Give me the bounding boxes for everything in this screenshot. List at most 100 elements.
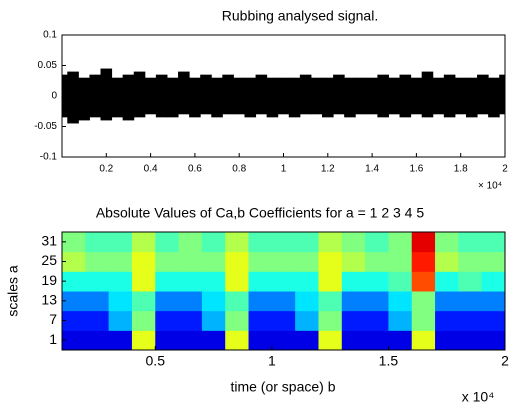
x-axis-label: time (or space) b xyxy=(230,379,335,395)
x-tick-label: 0.4 xyxy=(144,164,158,175)
heatmap-cell xyxy=(411,291,436,312)
heatmap-cell xyxy=(201,232,226,253)
x-tick-label: 1.6 xyxy=(409,164,423,175)
x-tick-label: 1.4 xyxy=(365,164,379,175)
heatmap-cell xyxy=(481,330,505,350)
heatmap-cell xyxy=(435,232,459,253)
y-tick-label: 0.1 xyxy=(43,30,57,41)
x-tick-label: 1 xyxy=(281,164,287,175)
heatmap-cell xyxy=(62,330,86,350)
signal-band xyxy=(499,74,505,115)
heatmap-cell xyxy=(458,310,483,331)
signal-band xyxy=(166,77,179,118)
heatmap-cell xyxy=(131,330,156,350)
x-tick-label: 0.2 xyxy=(99,164,113,175)
heatmap-cell xyxy=(271,291,296,312)
signal-band xyxy=(78,77,90,121)
signal-band xyxy=(122,74,135,121)
signal-band xyxy=(222,74,234,115)
heatmap-cell xyxy=(201,291,226,312)
x-exponent: × 10⁴ xyxy=(478,181,502,192)
heatmap-cell xyxy=(248,330,273,350)
heatmap-cell xyxy=(85,330,110,350)
signal-band xyxy=(477,74,489,115)
signal-band xyxy=(67,71,79,124)
chart-title: Rubbing analysed signal. xyxy=(222,8,378,24)
heatmap-cell xyxy=(365,310,389,331)
heatmap-cell xyxy=(411,232,436,253)
heatmap-cell xyxy=(295,330,319,350)
heatmap-cell xyxy=(365,251,389,272)
heatmap-cell xyxy=(295,271,319,292)
signal-band xyxy=(288,77,301,118)
y-tick-label: 19 xyxy=(41,272,57,288)
signal-band xyxy=(399,74,412,118)
heatmap-cell xyxy=(248,271,273,292)
y-tick-label: 0 xyxy=(51,91,57,102)
heatmap-cell xyxy=(62,291,86,312)
y-tick-label: 0.05 xyxy=(38,60,58,71)
heatmap-cell xyxy=(201,310,226,331)
heatmap-cell xyxy=(201,271,226,292)
heatmap-cell xyxy=(341,310,366,331)
heatmap-cell xyxy=(201,251,226,272)
axes-box xyxy=(61,231,506,351)
heatmap-cell xyxy=(388,330,413,350)
heatmap-cell xyxy=(318,310,343,331)
signal-plot xyxy=(62,68,505,124)
signal-band xyxy=(89,74,102,118)
signal-band xyxy=(155,74,168,118)
signal-band xyxy=(454,77,467,115)
signal-band xyxy=(410,77,423,115)
heatmap-cell xyxy=(388,232,413,253)
y-tick-label: 1 xyxy=(49,331,57,347)
heatmap-cell xyxy=(155,271,180,292)
heatmap-cell xyxy=(131,251,156,272)
heatmap-cell xyxy=(435,291,459,312)
signal-band xyxy=(421,71,434,118)
heatmap-cell xyxy=(295,310,319,331)
heatmap-cell xyxy=(435,271,459,292)
heatmap-cell xyxy=(271,330,296,350)
heatmap-cell xyxy=(481,310,505,331)
heatmap-cell xyxy=(62,251,86,272)
heatmap-cell xyxy=(131,310,156,331)
heatmap-cell xyxy=(108,271,133,292)
heatmap-cell xyxy=(388,251,413,272)
x-exponent: x 10⁴ xyxy=(462,389,494,405)
heatmap-cell xyxy=(201,330,226,350)
signal-band xyxy=(333,74,345,115)
signal-band xyxy=(144,77,157,115)
signal-band xyxy=(299,74,312,115)
heatmap-cell xyxy=(365,271,389,292)
signal-band xyxy=(310,77,323,115)
heatmap-cell xyxy=(458,330,483,350)
heatmap-cell xyxy=(318,291,343,312)
heatmap-cell xyxy=(318,271,343,292)
heatmap-cell xyxy=(341,271,366,292)
heatmap-cell xyxy=(248,310,273,331)
heatmap-cell xyxy=(248,291,273,312)
heatmap-cell xyxy=(341,232,366,253)
heatmap-cell xyxy=(481,232,505,253)
heatmap-cell xyxy=(481,271,505,292)
x-tick-label: 1 xyxy=(268,353,276,369)
heatmap-cell xyxy=(271,232,296,253)
heatmap-cell xyxy=(271,251,296,272)
heatmap-cell xyxy=(178,232,203,253)
heatmap-cell xyxy=(62,232,86,253)
heatmap-cell xyxy=(178,271,203,292)
heatmap-cell xyxy=(295,232,319,253)
heatmap-cell xyxy=(225,291,250,312)
heatmap-cell xyxy=(458,271,483,292)
heatmap-cell xyxy=(341,251,366,272)
heatmap-cell xyxy=(155,330,180,350)
heatmap-cell xyxy=(131,291,156,312)
heatmap-cell xyxy=(481,251,505,272)
heatmap-cell xyxy=(85,271,110,292)
signal-band xyxy=(344,77,356,118)
signal-band xyxy=(178,71,190,115)
heatmap-cell xyxy=(458,251,483,272)
heatmap-cell xyxy=(365,291,389,312)
heatmap-cell xyxy=(131,271,156,292)
